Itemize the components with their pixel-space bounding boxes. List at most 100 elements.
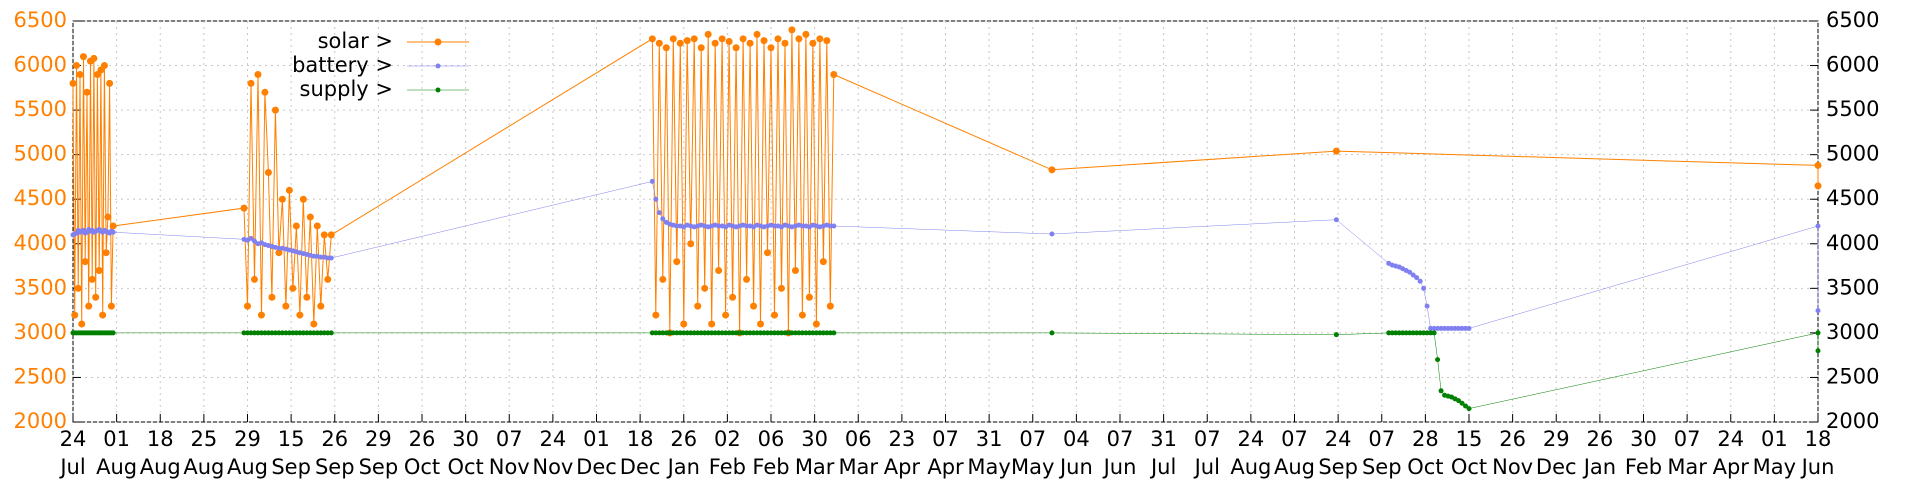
- data-point: [653, 196, 659, 202]
- data-point: [813, 330, 819, 336]
- data-point: [673, 258, 681, 266]
- data-point: [1410, 272, 1416, 278]
- data-point: [660, 330, 666, 336]
- data-point: [1463, 325, 1469, 331]
- data-point: [324, 275, 332, 283]
- data-point: [262, 330, 268, 336]
- data-point: [737, 330, 743, 336]
- y-tick-label: 3500: [14, 275, 67, 299]
- data-point: [792, 330, 798, 336]
- data-point: [296, 311, 304, 319]
- data-point: [268, 293, 276, 301]
- data-point: [667, 330, 673, 336]
- y-tick-label: 4000: [14, 231, 67, 255]
- data-point: [314, 330, 320, 336]
- y2-tick-label: 5500: [1826, 97, 1879, 121]
- x-tick-label: 01: [103, 427, 130, 451]
- data-point: [1424, 303, 1430, 309]
- data-point: [320, 231, 328, 239]
- data-point: [791, 267, 799, 275]
- data-point: [758, 330, 764, 336]
- data-point: [1431, 325, 1437, 331]
- data-point: [271, 106, 279, 114]
- data-point: [1435, 357, 1441, 363]
- data-point: [820, 330, 826, 336]
- legend-label: supply >: [300, 77, 393, 101]
- data-point: [750, 302, 758, 310]
- x-tick-month: Mar: [795, 455, 835, 479]
- data-point: [317, 302, 325, 310]
- data-point: [785, 330, 791, 336]
- data-point: [1333, 217, 1339, 223]
- data-point: [1048, 166, 1056, 174]
- data-point: [1431, 330, 1437, 336]
- data-point: [827, 330, 833, 336]
- data-point: [816, 35, 824, 43]
- data-point: [690, 35, 698, 43]
- data-point: [771, 223, 777, 229]
- data-point: [83, 88, 91, 96]
- data-point: [244, 302, 251, 310]
- x-tick-label: 01: [583, 427, 610, 451]
- data-point: [285, 186, 293, 194]
- data-point: [775, 330, 781, 336]
- x-tick-month: Oct: [1451, 455, 1487, 479]
- data-point: [718, 35, 726, 43]
- data-point: [1417, 278, 1423, 284]
- data-point: [774, 35, 782, 43]
- data-point: [311, 330, 317, 336]
- data-point: [746, 39, 754, 47]
- data-point: [102, 249, 110, 257]
- x-tick-month: Feb: [1625, 455, 1662, 479]
- x-tick-label: 31: [1150, 427, 1177, 451]
- data-point: [704, 30, 712, 38]
- data-point: [739, 35, 747, 43]
- data-point: [81, 258, 89, 266]
- x-tick-month: Sep: [315, 455, 355, 479]
- x-tick-month: Dec: [620, 455, 661, 479]
- data-point: [730, 330, 736, 336]
- x-tick-month: Jun: [1058, 455, 1093, 479]
- y2-tick-label: 6500: [1826, 8, 1879, 32]
- x-tick-month: Feb: [752, 455, 789, 479]
- x-tick-label: 29: [234, 427, 261, 451]
- x-tick-label: 07: [932, 427, 959, 451]
- data-point: [782, 330, 788, 336]
- data-point: [744, 330, 750, 336]
- data-point: [272, 330, 278, 336]
- data-point: [106, 79, 114, 87]
- x-tick-label: 31: [976, 427, 1003, 451]
- data-point: [1389, 330, 1395, 336]
- x-tick-label: 30: [801, 427, 828, 451]
- data-point: [754, 330, 760, 336]
- data-point: [109, 222, 117, 230]
- x-tick-label: 23: [889, 427, 916, 451]
- data-point: [1815, 223, 1821, 229]
- data-point: [100, 62, 108, 70]
- data-point: [823, 37, 831, 45]
- data-point: [753, 30, 761, 38]
- data-point: [290, 330, 296, 336]
- x-tick-month: Oct: [447, 455, 483, 479]
- data-point: [1428, 330, 1434, 336]
- x-tick-label: 30: [1630, 427, 1657, 451]
- data-point: [276, 330, 282, 336]
- x-tick-label: 18: [627, 427, 654, 451]
- data-point: [1414, 330, 1420, 336]
- data-point: [1463, 403, 1469, 409]
- data-point: [770, 311, 778, 319]
- y2-tick-label: 4500: [1826, 186, 1879, 210]
- y2-tick-label: 5000: [1826, 142, 1879, 166]
- data-point: [313, 222, 321, 230]
- data-point: [799, 330, 805, 336]
- data-point: [798, 311, 806, 319]
- y-tick-label: 2500: [14, 364, 67, 388]
- data-point: [88, 275, 96, 283]
- data-point: [254, 70, 262, 78]
- data-point: [743, 275, 751, 283]
- data-point: [810, 330, 816, 336]
- data-point: [659, 275, 667, 283]
- y2-tick-label: 2000: [1826, 409, 1879, 433]
- x-tick-month: May: [1011, 455, 1054, 479]
